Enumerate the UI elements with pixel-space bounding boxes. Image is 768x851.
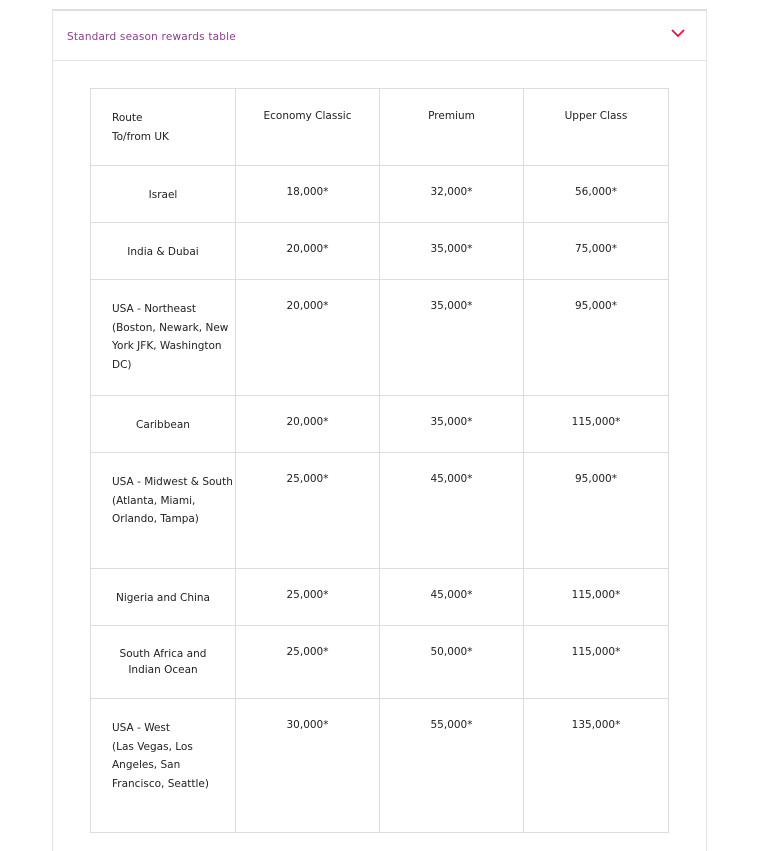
premium-points: 35,000* (379, 395, 524, 453)
upper-points: 95,000* (523, 452, 669, 569)
economy-points: 30,000* (235, 698, 380, 833)
upper-points: 56,000* (523, 165, 669, 223)
table-row: USA - West (Las Vegas, Los Angeles, San F… (90, 698, 669, 833)
economy-points: 25,000* (235, 568, 380, 626)
route-cell: USA - Midwest & South (Atlanta, Miami, Or… (90, 452, 236, 569)
route-details: (Las Vegas, Los Angeles, San Francisco, … (112, 740, 209, 790)
route-name: Israel (148, 189, 178, 201)
header-route-label: Route (112, 112, 143, 124)
route-cell: Israel (90, 165, 236, 223)
premium-points: 35,000* (379, 279, 524, 396)
header-premium: Premium (379, 88, 524, 166)
route-cell: USA - West (Las Vegas, Los Angeles, San F… (90, 698, 236, 833)
route-cell: USA - Northeast (Boston, Newark, New York… (90, 279, 236, 396)
economy-points: 18,000* (235, 165, 380, 223)
header-upper: Upper Class (523, 88, 669, 166)
premium-points: 50,000* (379, 625, 524, 699)
upper-points: 75,000* (523, 222, 669, 280)
table-header-row: Route To/from UK Economy Classic Premium … (90, 88, 669, 166)
route-name: USA - West (112, 722, 171, 734)
route-name: India & Dubai (127, 246, 199, 258)
table-row: Caribbean 20,000* 35,000* 115,000* (90, 395, 669, 453)
table-row: USA - Midwest & South (Atlanta, Miami, Or… (90, 452, 669, 569)
route-cell: Nigeria and China (90, 568, 236, 626)
economy-points: 25,000* (235, 625, 380, 699)
table-row: South Africa and Indian Ocean 25,000* 50,0… (90, 625, 669, 699)
rewards-table: Route To/from UK Economy Classic Premium … (90, 88, 669, 833)
premium-points: 32,000* (379, 165, 524, 223)
route-details: (Atlanta, Miami, Orlando, Tampa) (112, 494, 199, 526)
header-economy: Economy Classic (235, 88, 380, 166)
economy-points: 20,000* (235, 279, 380, 396)
table-row: India & Dubai 20,000* 35,000* 75,000* (90, 222, 669, 280)
table-row: USA - Northeast (Boston, Newark, New York… (90, 279, 669, 396)
upper-points: 135,000* (523, 698, 669, 833)
upper-points: 115,000* (523, 625, 669, 699)
route-name: USA - Midwest & South (112, 476, 233, 488)
premium-points: 45,000* (379, 452, 524, 569)
route-name: South Africa and Indian Ocean (119, 648, 207, 676)
upper-points: 115,000* (523, 395, 669, 453)
premium-points: 45,000* (379, 568, 524, 626)
accordion-header[interactable]: Standard season rewards table (53, 11, 706, 61)
upper-points: 115,000* (523, 568, 669, 626)
table-row: Nigeria and China 25,000* 45,000* 115,000* (90, 568, 669, 626)
route-details: (Boston, Newark, New York JFK, Washingto… (112, 321, 229, 371)
premium-points: 55,000* (379, 698, 524, 833)
route-name: Nigeria and China (116, 592, 210, 604)
header-route: Route To/from UK (90, 88, 236, 166)
table-row: Israel 18,000* 32,000* 56,000* (90, 165, 669, 223)
header-route-sub: To/from UK (112, 131, 169, 143)
economy-points: 20,000* (235, 395, 380, 453)
rewards-accordion: Standard season rewards table Route To/fr… (52, 9, 707, 851)
economy-points: 25,000* (235, 452, 380, 569)
route-name: Caribbean (136, 419, 190, 431)
chevron-down-icon[interactable] (670, 27, 686, 39)
route-cell: South Africa and Indian Ocean (90, 625, 236, 699)
route-cell: India & Dubai (90, 222, 236, 280)
premium-points: 35,000* (379, 222, 524, 280)
route-cell: Caribbean (90, 395, 236, 453)
route-name: USA - Northeast (112, 303, 197, 315)
economy-points: 20,000* (235, 222, 380, 280)
accordion-title: Standard season rewards table (67, 31, 236, 43)
upper-points: 95,000* (523, 279, 669, 396)
